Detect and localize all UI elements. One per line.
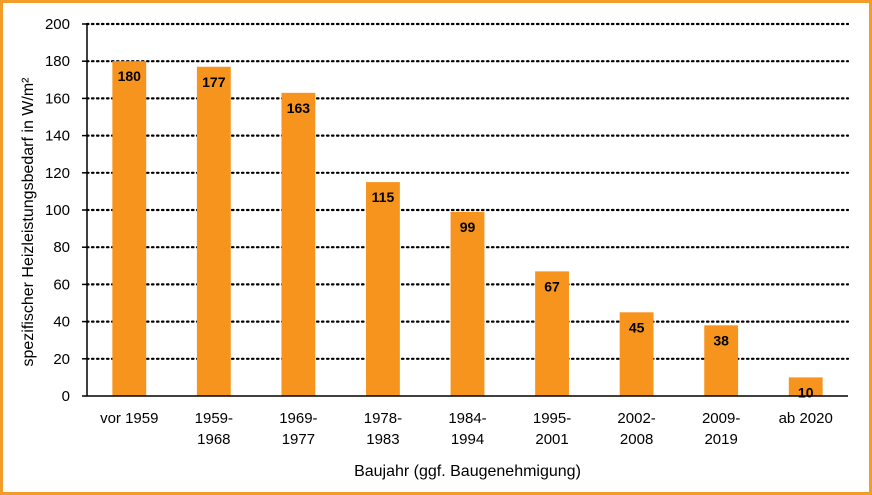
data-label: 10 xyxy=(798,384,814,400)
y-tick-label: 100 xyxy=(45,202,70,219)
bar xyxy=(619,312,654,396)
bar xyxy=(281,92,316,396)
data-labels: 180 177 163 115 99 67 45 38 10 xyxy=(118,68,814,400)
y-tick-label: 120 xyxy=(45,165,70,182)
x-category-labels: vor 1959 1959-1968 1969-1977 1978-1983 1984-… xyxy=(100,410,833,448)
x-category-label: 2009-2019 xyxy=(702,410,740,448)
data-label: 115 xyxy=(372,189,395,205)
x-category-label: 1959-1968 xyxy=(195,410,233,448)
bar xyxy=(788,377,823,396)
x-category-label: 1995-2001 xyxy=(533,410,571,448)
y-tick-labels: 0 20 40 60 80 100 120 140 160 180 200 xyxy=(45,16,87,405)
data-label: 163 xyxy=(287,100,311,116)
data-label: 180 xyxy=(118,68,142,84)
data-label: 38 xyxy=(713,332,729,348)
data-label: 99 xyxy=(460,219,476,235)
y-tick-label: 80 xyxy=(53,239,70,256)
y-tick-label: 0 xyxy=(62,388,70,405)
bars xyxy=(112,61,823,396)
x-category-label: ab 2020 xyxy=(779,410,833,427)
y-tick-label: 20 xyxy=(53,351,70,368)
x-category-label: 1969-1977 xyxy=(279,410,317,448)
data-label: 45 xyxy=(629,319,645,335)
bar xyxy=(366,182,400,396)
y-tick-label: 180 xyxy=(45,53,70,70)
bar xyxy=(450,211,485,396)
bar xyxy=(112,61,147,396)
x-category-label: 1984-1994 xyxy=(448,410,486,448)
y-tick-label: 140 xyxy=(45,128,70,145)
y-tick-label: 200 xyxy=(45,16,70,33)
data-label: 177 xyxy=(202,74,226,90)
y-axis-title: spezifischer Heizleistungsbedarf in W/m² xyxy=(20,77,37,367)
bar xyxy=(704,325,739,396)
x-category-label: 1978-1983 xyxy=(364,410,402,448)
y-tick-label: 60 xyxy=(53,276,70,293)
data-label: 67 xyxy=(544,278,560,294)
bar xyxy=(535,271,569,396)
x-axis-title: Baujahr (ggf. Baugenehmigung) xyxy=(354,463,581,480)
x-category-label: vor 1959 xyxy=(100,410,158,427)
y-tick-label: 160 xyxy=(45,90,70,107)
bar xyxy=(196,66,231,396)
x-category-label: 2002-2008 xyxy=(617,410,655,448)
y-tick-label: 40 xyxy=(53,314,70,331)
